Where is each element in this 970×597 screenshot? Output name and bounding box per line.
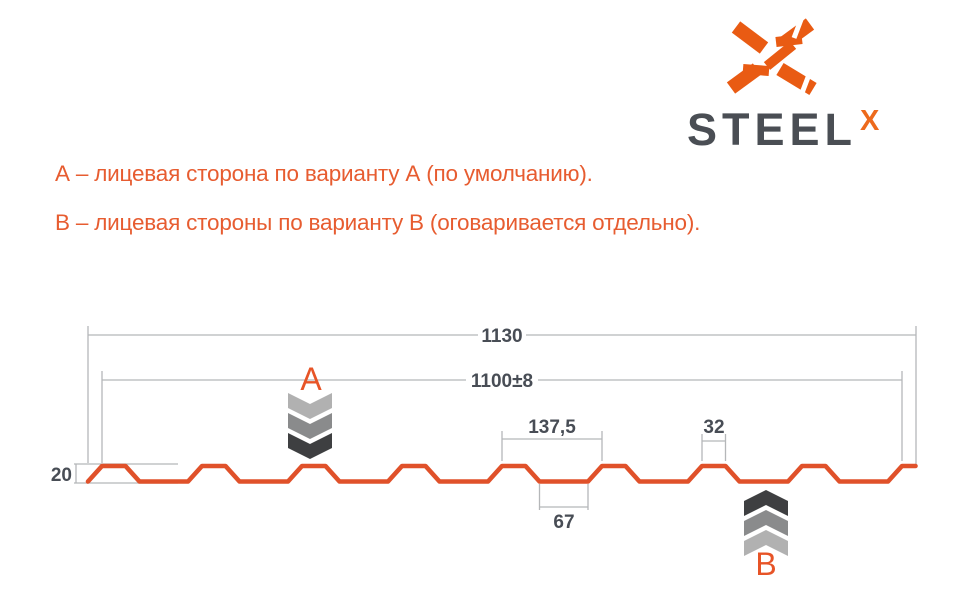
chevron-up-icon [744,490,788,516]
dim-cover-width: 1100±8 [101,371,903,463]
logo-arm-bottom-right [776,63,817,95]
marker-a-label: A [300,361,322,397]
dim-overall-width-label: 1130 [481,326,522,347]
marker-b: B [744,490,788,582]
dim-cover-width-label: 1100±8 [471,371,533,392]
chevron-down-icon [288,433,332,459]
dim-ribtop-label: 32 [703,417,724,438]
marker-b-label: B [755,546,776,582]
chevron-up-icon [744,530,788,556]
chevron-down-icon [288,413,332,439]
dim-valley-label: 67 [553,512,574,533]
dim-rib-top: 32 [701,417,727,461]
dim-overall-width: 1130 [87,326,917,464]
dim-valley: 67 [538,484,589,533]
logo-arm-top-left [731,21,769,54]
dim-pitch-label: 137,5 [528,417,576,438]
note-variant-a: А – лицевая сторона по варианту А (по ум… [55,161,593,186]
chevron-down-icon [288,393,332,419]
marker-a: A [288,361,332,459]
logo-arm-bottom-left [726,63,762,94]
logo-s-diagonal [763,41,797,70]
logo-wordmark: STEEL X [687,104,879,156]
dim-pitch: 137,5 [501,417,603,461]
logo-s-upper-bar [775,34,803,47]
note-variant-b: В – лицевая стороны по варианту В (огова… [55,210,701,235]
profile-drawing: 1130 1100±8 137,5 32 [51,326,918,582]
dim-height-label: 20 [51,465,72,486]
profile-outline [85,463,918,484]
logo-sup-x: X [860,105,880,137]
logo-notch-bottom [799,71,813,94]
logo-notch-top [791,17,805,39]
chevron-up-icon [744,510,788,536]
steelx-logo-icon [726,17,817,95]
logo-brand-text: STEEL [687,104,858,155]
